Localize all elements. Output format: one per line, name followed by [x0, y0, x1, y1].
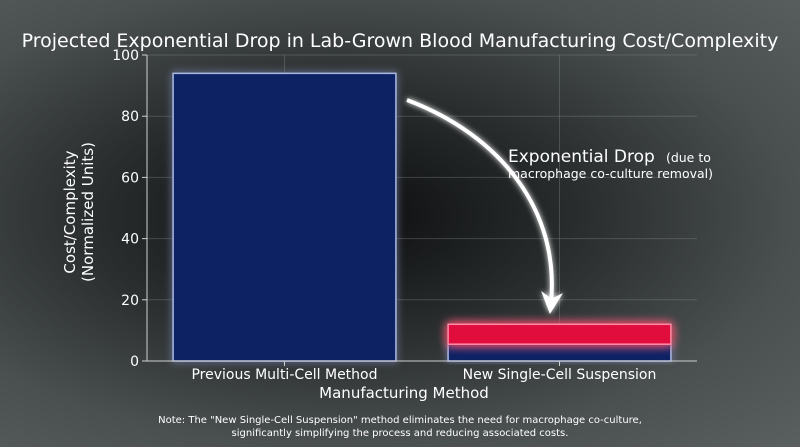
y-tick-label: 100: [112, 48, 139, 64]
chart-title: Projected Exponential Drop in Lab-Grown …: [22, 30, 779, 52]
annotation-detail-a: (due to: [666, 150, 711, 165]
annotation-detail-b: macrophage co-culture removal): [508, 166, 713, 181]
bar-1: [447, 343, 672, 362]
x-tick-label: New Single-Cell Suspension: [463, 367, 657, 383]
bar-0: [172, 72, 397, 362]
highlight-segment: [447, 323, 672, 345]
x-tick-labels: Previous Multi-Cell Method New Single-Cel…: [191, 361, 656, 383]
y-tick-label: 40: [121, 232, 139, 248]
footnote-line1: Note: The "New Single-Cell Suspension" m…: [158, 415, 642, 426]
y-tick-label: 60: [121, 170, 139, 186]
y-axis-label-line1: Cost/Complexity: [61, 150, 79, 273]
y-tick-labels: 0 20 40 60 80 100: [112, 48, 147, 370]
x-axis-label: Manufacturing Method: [319, 384, 489, 402]
x-tick-label: Previous Multi-Cell Method: [191, 367, 377, 383]
y-axis-label: Cost/Complexity (Normalized Units): [61, 142, 97, 282]
annotation-main: Exponential Drop: [508, 147, 655, 167]
annotation: Exponential Drop (due to macrophage co-c…: [508, 147, 713, 181]
y-tick-label: 80: [121, 109, 139, 125]
y-axis-label-line2: (Normalized Units): [79, 142, 97, 282]
footnote-line2: significantly simplifying the process an…: [232, 428, 569, 439]
y-tick-label: 0: [130, 354, 139, 370]
svg-text:Exponential Drop (due to: Exponential Drop (due to: [508, 147, 711, 167]
y-tick-label: 20: [121, 293, 139, 309]
drop-arrow-icon: [406, 98, 564, 314]
